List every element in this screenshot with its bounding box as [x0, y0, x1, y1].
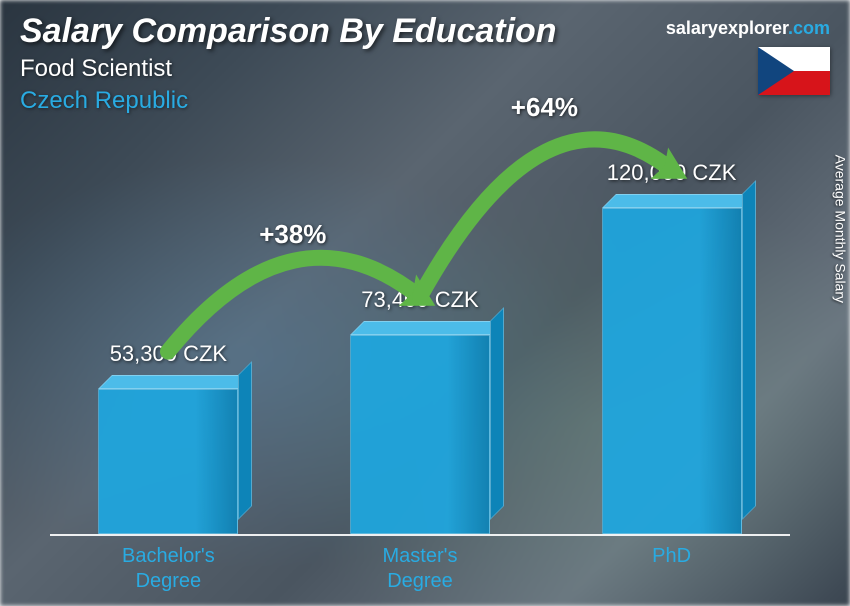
bar-value: 73,400 CZK [320, 287, 520, 313]
chart-area: 53,300 CZKBachelor's Degree 73,400 CZKMa… [50, 150, 790, 536]
increase-label: +38% [259, 219, 326, 250]
bar-label: PhD [572, 544, 772, 569]
bar-label: Bachelor's Degree [68, 544, 268, 594]
bar-value: 53,300 CZK [68, 341, 268, 367]
bar [350, 335, 490, 534]
flag-icon [758, 47, 830, 95]
bar-value: 120,000 CZK [572, 160, 772, 186]
x-axis-line [50, 534, 790, 536]
bar [98, 389, 238, 534]
y-axis-label: Average Monthly Salary [832, 155, 848, 303]
bar-label: Master's Degree [320, 544, 520, 594]
brand-suffix: .com [788, 18, 830, 38]
brand-label: salaryexplorer [666, 18, 788, 38]
brand-name: salaryexplorer.com [666, 18, 830, 39]
increase-label: +64% [511, 92, 578, 123]
branding: salaryexplorer.com [666, 18, 830, 95]
bar [602, 208, 742, 534]
